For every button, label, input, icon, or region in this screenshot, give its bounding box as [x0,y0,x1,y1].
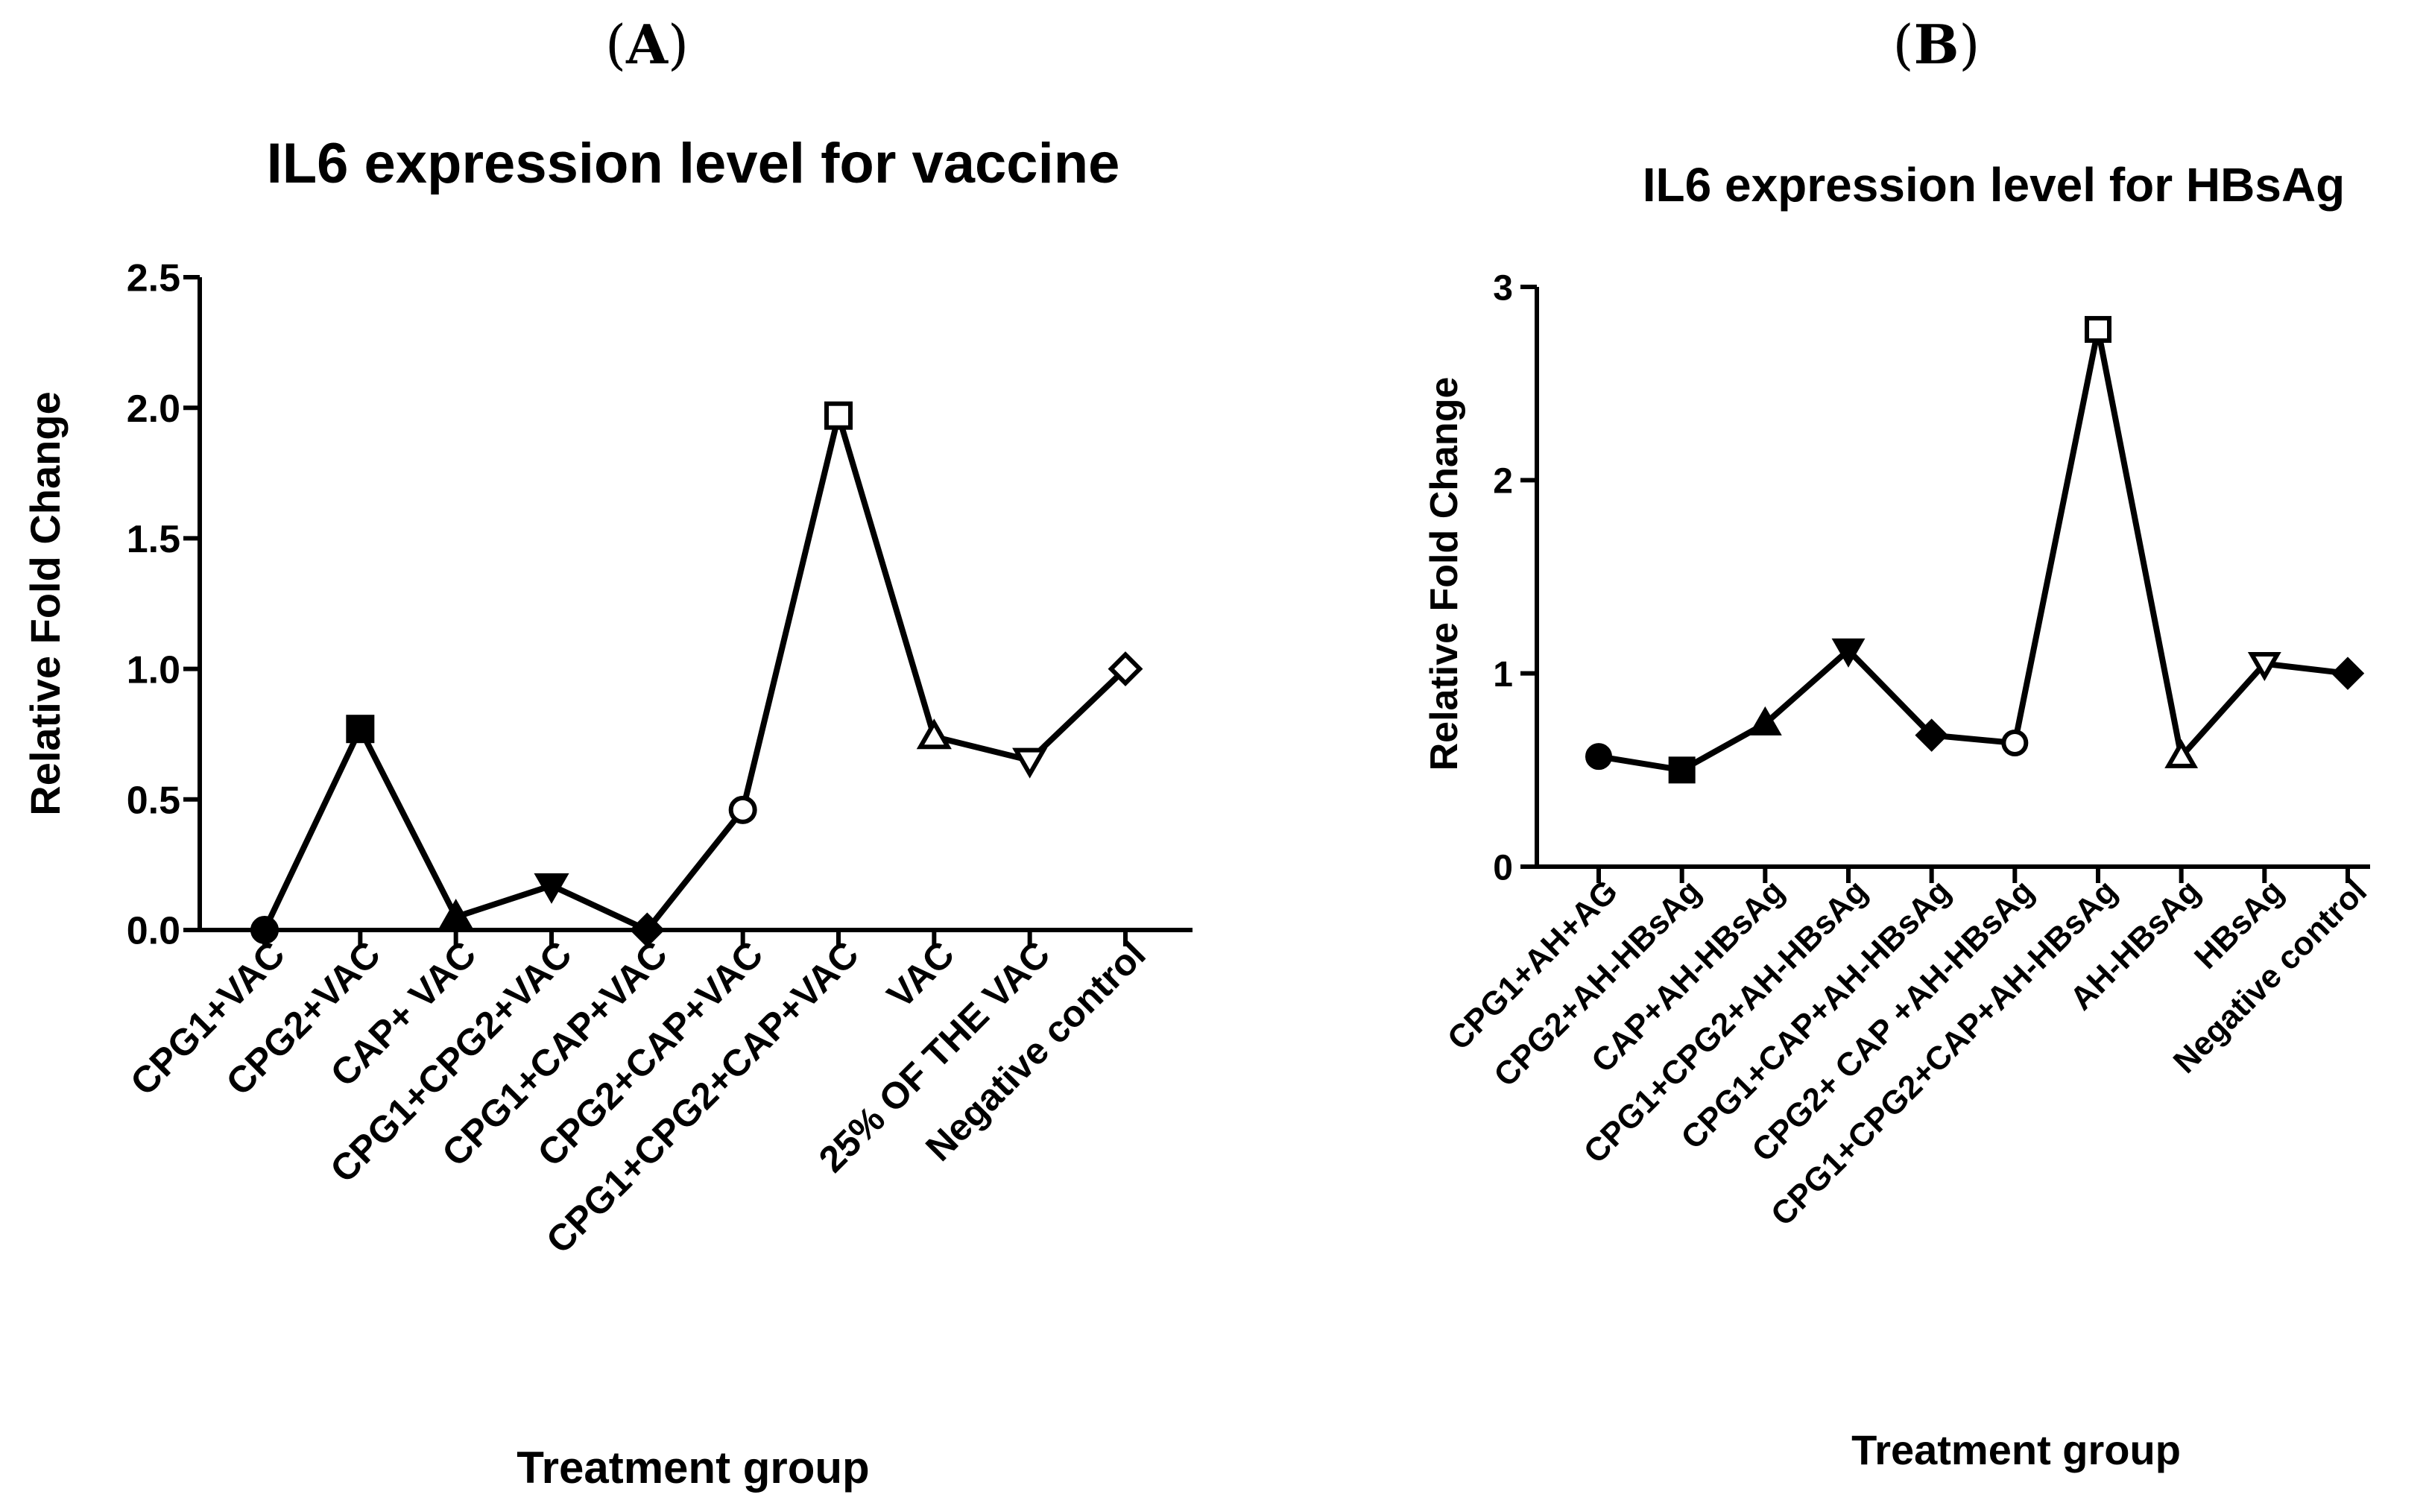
data-point-b [1585,743,1612,771]
data-point-b [1748,706,1782,736]
chart-a: (A) IL6 expression level for vaccine Rel… [22,13,1193,1493]
y-tick-label-a: 2.5 [127,257,180,300]
y-axis-label-a: Relative Fold Change [22,391,69,815]
y-tick-label-a: 1.5 [127,518,180,561]
data-point-b [1831,638,1866,668]
panel-label-b: (B) [1892,13,1980,76]
data-point-a [1012,747,1048,779]
y-tick-label-b: 1 [1493,655,1513,695]
y-tick-label-a: 2.0 [127,388,180,431]
y-axis-label-b: Relative Fold Change [1423,377,1466,771]
data-point-b [2164,738,2199,768]
y-tick-label-b: 0 [1493,848,1513,888]
panel-label-a: (A) [605,13,689,76]
y-tick-label-a: 0.5 [127,779,180,823]
data-point-a [728,795,757,824]
y-tick-label-a: 0.0 [127,910,180,953]
x-axis-label-b: Treatment group [1851,1426,2181,1473]
data-point-b [2247,651,2281,681]
data-point-b [1668,756,1696,784]
chart-title-a: IL6 expression level for vaccine [267,132,1120,195]
data-point-a [916,718,952,750]
data-point-a [824,401,853,430]
data-point-b [2331,657,2365,690]
data-point-a [438,899,474,930]
x-axis-label-a: Treatment group [517,1443,869,1493]
chart-b: (B) IL6 expression level for HBsAg Relat… [1423,13,2374,1473]
data-point-b [2001,730,2029,757]
data-point-a [629,912,665,948]
series-line-a [262,412,1128,933]
y-tick-label-a: 1.0 [127,648,180,692]
x-tick-label-a: VAC [879,933,962,1016]
chart-title-b: IL6 expression level for HBsAg [1643,158,2346,212]
data-point-b [1915,718,1948,752]
y-tick-label-b: 2 [1493,462,1513,502]
data-point-a [534,873,569,904]
data-point-a [1108,651,1143,687]
data-point-a [346,715,375,744]
data-point-a [250,916,279,944]
data-point-b [2085,316,2111,344]
series-line-b [1598,326,2348,774]
y-tick-label-b: 3 [1493,268,1513,308]
